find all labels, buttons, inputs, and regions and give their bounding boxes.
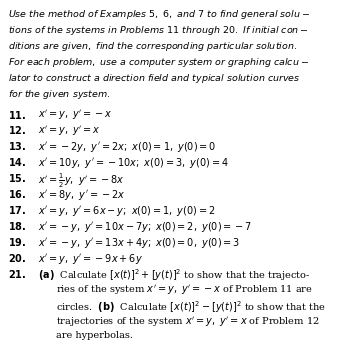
Text: $\mathbf{17.}$: $\mathbf{17.}$ bbox=[9, 204, 27, 216]
Text: $\mathbf{20.}$: $\mathbf{20.}$ bbox=[9, 252, 27, 264]
Text: $x' = -y,\ y' = 13x + 4y;\ x(0) = 0,\ y(0) = 3$: $x' = -y,\ y' = 13x + 4y;\ x(0) = 0,\ y(… bbox=[38, 236, 240, 250]
Text: circles.  $\mathbf{(b)}$  Calculate $[x(t)]^2 - [y(t)]^2$ to show that the: circles. $\mathbf{(b)}$ Calculate $[x(t)… bbox=[56, 299, 327, 315]
Text: $\mathbf{13.}$: $\mathbf{13.}$ bbox=[9, 140, 27, 152]
Text: $\mathbf{19.}$: $\mathbf{19.}$ bbox=[9, 236, 27, 248]
Text: $x' = 10y,\ y' = -10x;\ x(0) = 3,\ y(0) = 4$: $x' = 10y,\ y' = -10x;\ x(0) = 3,\ y(0) … bbox=[38, 156, 229, 170]
Text: $x' = \frac{1}{2}y,\ y' = -8x$: $x' = \frac{1}{2}y,\ y' = -8x$ bbox=[38, 172, 125, 190]
Text: $\mathbf{18.}$: $\mathbf{18.}$ bbox=[9, 220, 27, 232]
Text: $x' = y,\ y' = x$: $x' = y,\ y' = x$ bbox=[38, 125, 101, 138]
Text: $\mathbf{12.}$: $\mathbf{12.}$ bbox=[9, 125, 27, 136]
Text: $\mathbf{14.}$: $\mathbf{14.}$ bbox=[9, 156, 27, 168]
Text: $\it{ditions\ are\ given,\ find\ the\ corresponding\ particular\ solution.}$: $\it{ditions\ are\ given,\ find\ the\ co… bbox=[9, 40, 298, 53]
Text: $\mathbf{16.}$: $\mathbf{16.}$ bbox=[9, 188, 27, 200]
Text: $x' = -y,\ y' = 10x - 7y;\ x(0) = 2,\ y(0) = -7$: $x' = -y,\ y' = 10x - 7y;\ x(0) = 2,\ y(… bbox=[38, 220, 252, 234]
Text: are hyperbolas.: are hyperbolas. bbox=[56, 331, 133, 340]
Text: $\mathbf{15.}$: $\mathbf{15.}$ bbox=[9, 172, 27, 184]
Text: $x' = 8y,\ y' = -2x$: $x' = 8y,\ y' = -2x$ bbox=[38, 188, 126, 202]
Text: $\mathbf{11.}$: $\mathbf{11.}$ bbox=[9, 108, 27, 121]
Text: $\mathbf{21.}$: $\mathbf{21.}$ bbox=[9, 267, 27, 280]
Text: $\it{lator\ to\ construct\ a\ direction\ field\ and\ typical\ solution\ curves}$: $\it{lator\ to\ construct\ a\ direction\… bbox=[9, 72, 301, 85]
Text: $\mathbf{(a)}$  Calculate $[x(t)]^2 + [y(t)]^2$ to show that the trajecto-: $\mathbf{(a)}$ Calculate $[x(t)]^2 + [y(… bbox=[38, 267, 311, 283]
Text: $\it{for\ the\ given\ system.}$: $\it{for\ the\ given\ system.}$ bbox=[9, 88, 111, 101]
Text: $x' = y,\ y' = 6x - y;\ x(0) = 1,\ y(0) = 2$: $x' = y,\ y' = 6x - y;\ x(0) = 1,\ y(0) … bbox=[38, 204, 216, 218]
Text: $\it{Use\ the\ method\ of\ Examples\ 5,\ 6,\ and\ 7\ to\ find\ general\ solu-}$: $\it{Use\ the\ method\ of\ Examples\ 5,\… bbox=[9, 8, 311, 22]
Text: $x' = y,\ y' = -x$: $x' = y,\ y' = -x$ bbox=[38, 108, 113, 122]
Text: trajectories of the system $x' = y,\ y' = x$ of Problem 12: trajectories of the system $x' = y,\ y' … bbox=[56, 315, 320, 329]
Text: $\it{For\ each\ problem,\ use\ a\ computer\ system\ or\ graphing\ calcu-}$: $\it{For\ each\ problem,\ use\ a\ comput… bbox=[9, 56, 310, 69]
Text: ries of the system $x' = y,\ y' = -x$ of Problem 11 are: ries of the system $x' = y,\ y' = -x$ of… bbox=[56, 284, 313, 297]
Text: $x' = y,\ y' = -9x + 6y$: $x' = y,\ y' = -9x + 6y$ bbox=[38, 252, 143, 266]
Text: $x' = -2y,\ y' = 2x;\ x(0) = 1,\ y(0) = 0$: $x' = -2y,\ y' = 2x;\ x(0) = 1,\ y(0) = … bbox=[38, 140, 216, 154]
Text: $\it{tions\ of\ the\ systems\ in\ Problems\ 11\ through\ 20.\ If\ initial\ con-}: $\it{tions\ of\ the\ systems\ in\ Proble… bbox=[9, 24, 309, 37]
